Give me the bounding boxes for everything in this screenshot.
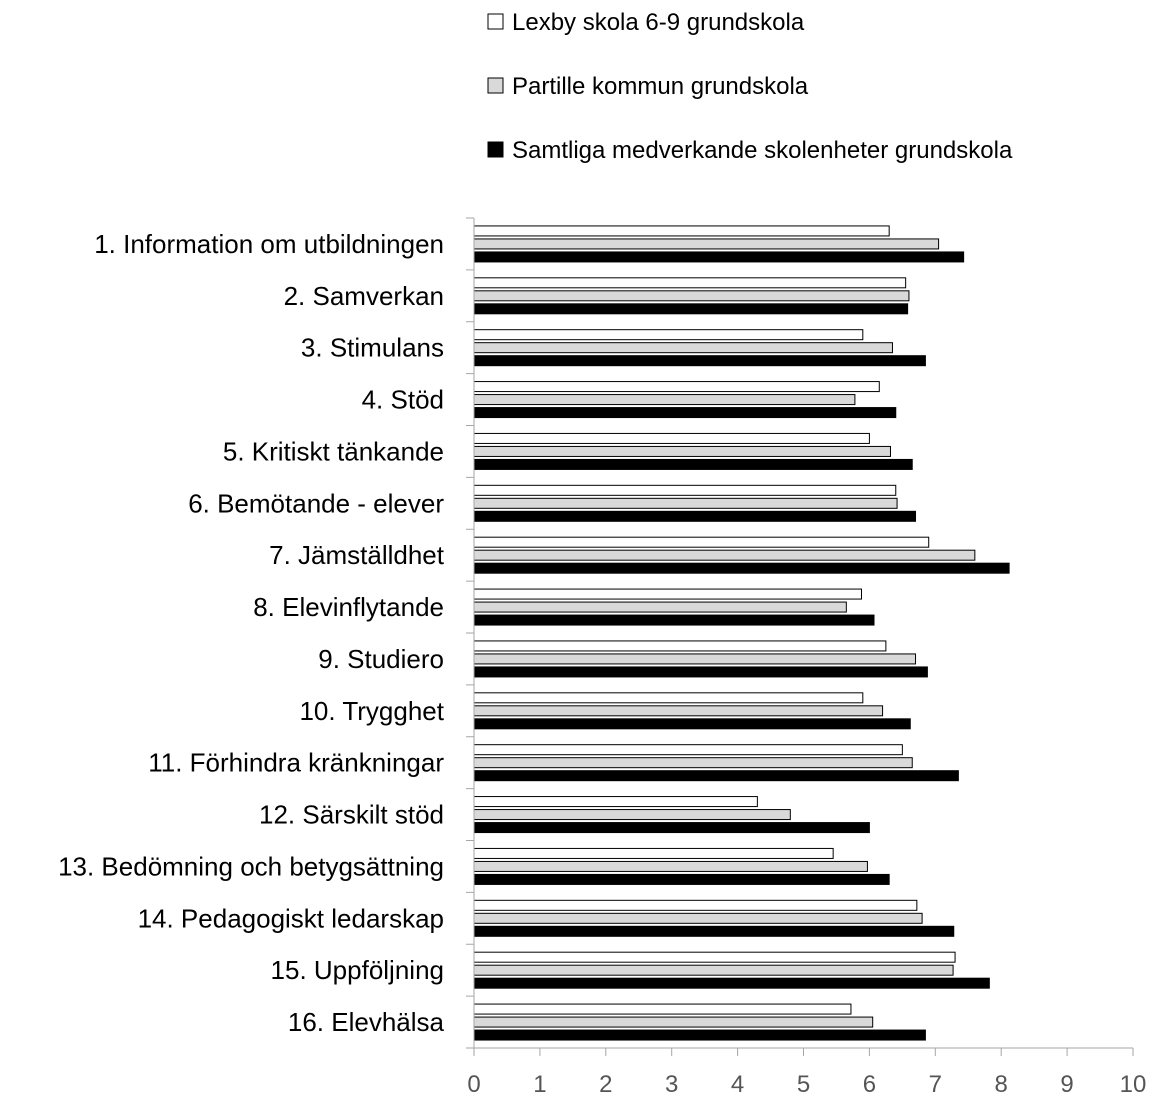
bar-5-kritiskt-t-nkande-series-3 xyxy=(473,458,913,470)
bar-4-st-d-series-2 xyxy=(473,394,856,406)
x-tick-label-2: 2 xyxy=(599,1071,612,1098)
category-label-14: 14. Pedagogiskt ledarskap xyxy=(138,903,444,933)
bar-10-trygghet-series-3 xyxy=(473,718,911,730)
bar-12-s-rskilt-st-d-series-3 xyxy=(473,822,870,834)
bar-9-studiero-series-2 xyxy=(473,653,917,665)
x-tick-label-4: 4 xyxy=(731,1071,744,1098)
bar-8-elevinflytande-series-1 xyxy=(473,588,862,600)
bar-1-information-om-utbildningen-series-1 xyxy=(473,225,890,237)
category-label-3: 3. Stimulans xyxy=(301,333,444,363)
bar-3-stimulans-series-1 xyxy=(473,329,864,341)
bar-2-samverkan-series-1 xyxy=(473,277,907,289)
category-label-11: 11. Förhindra kränkningar xyxy=(148,748,444,778)
legend-label-1: Lexby skola 6-9 grundskola xyxy=(512,9,805,36)
bar-13-bed-mning-och-betygs-ttning-series-2 xyxy=(473,860,868,872)
category-label-2: 2. Samverkan xyxy=(284,281,444,311)
x-tick-label-0: 0 xyxy=(467,1071,480,1098)
bar-14-pedagogiskt-ledarskap-series-1 xyxy=(473,899,918,911)
category-label-10: 10. Trygghet xyxy=(299,696,444,726)
bar-7-j-mst-lldhet-series-1 xyxy=(473,536,930,548)
bars xyxy=(473,225,1010,1041)
x-tick-label-9: 9 xyxy=(1060,1071,1073,1098)
bar-15-uppf-ljning-series-2 xyxy=(473,964,954,976)
x-tick-label-10: 10 xyxy=(1120,1071,1147,1098)
bar-13-bed-mning-och-betygs-ttning-series-1 xyxy=(473,847,834,859)
legend-swatch-3 xyxy=(487,141,504,158)
bar-16-elevh-lsa-series-2 xyxy=(473,1016,874,1028)
x-tick-label-1: 1 xyxy=(533,1071,546,1098)
bar-1-information-om-utbildningen-series-2 xyxy=(473,238,940,250)
bar-3-stimulans-series-3 xyxy=(473,355,926,367)
category-label-4: 4. Stöd xyxy=(362,385,444,415)
bar-9-studiero-series-1 xyxy=(473,640,887,652)
category-labels: 1. Information om utbildningen 2. Samverk… xyxy=(58,229,445,1037)
axes: 0 1 2 3 4 5 6 7 8 9 10 xyxy=(466,217,1147,1098)
category-label-5: 5. Kritiskt tänkande xyxy=(223,436,444,466)
bar-12-s-rskilt-st-d-series-1 xyxy=(473,796,758,808)
bar-11-f-rhindra-kr-nkningar-series-1 xyxy=(473,744,903,756)
bar-5-kritiskt-t-nkande-series-1 xyxy=(473,432,870,444)
bar-7-j-mst-lldhet-series-3 xyxy=(473,562,1010,574)
bar-6-bem-tande-elever-series-3 xyxy=(473,510,917,522)
bar-4-st-d-series-3 xyxy=(473,407,897,419)
bar-7-j-mst-lldhet-series-2 xyxy=(473,549,976,561)
bar-11-f-rhindra-kr-nkningar-series-2 xyxy=(473,757,913,769)
bar-16-elevh-lsa-series-1 xyxy=(473,1003,852,1015)
category-label-9: 9. Studiero xyxy=(318,644,444,674)
bar-10-trygghet-series-1 xyxy=(473,692,864,704)
bar-13-bed-mning-och-betygs-ttning-series-3 xyxy=(473,873,890,885)
legend-swatch-1 xyxy=(487,13,504,30)
category-label-7: 7. Jämställdhet xyxy=(269,540,445,570)
bar-8-elevinflytande-series-3 xyxy=(473,614,875,626)
bar-1-information-om-utbildningen-series-3 xyxy=(473,251,965,263)
x-tick-label-5: 5 xyxy=(797,1071,810,1098)
category-label-8: 8. Elevinflytande xyxy=(253,592,444,622)
bar-14-pedagogiskt-ledarskap-series-2 xyxy=(473,912,923,924)
bar-12-s-rskilt-st-d-series-2 xyxy=(473,809,791,821)
bar-15-uppf-ljning-series-3 xyxy=(473,977,990,989)
bar-3-stimulans-series-2 xyxy=(473,342,893,354)
x-tick-label-8: 8 xyxy=(995,1071,1008,1098)
category-label-6: 6. Bemötande - elever xyxy=(188,488,444,518)
bar-2-samverkan-series-3 xyxy=(473,303,909,315)
x-tick-label-3: 3 xyxy=(665,1071,678,1098)
bar-6-bem-tande-elever-series-1 xyxy=(473,484,897,496)
bar-6-bem-tande-elever-series-2 xyxy=(473,497,898,509)
bar-9-studiero-series-3 xyxy=(473,666,928,678)
legend-label-2: Partille kommun grundskola xyxy=(512,73,809,100)
bar-8-elevinflytande-series-2 xyxy=(473,601,847,613)
category-label-16: 16. Elevhälsa xyxy=(288,1007,445,1037)
bar-11-f-rhindra-kr-nkningar-series-3 xyxy=(473,770,959,782)
legend-label-3: Samtliga medverkande skolenheter grundsk… xyxy=(512,137,1013,164)
category-label-15: 15. Uppföljning xyxy=(271,955,444,985)
legend-swatch-2 xyxy=(487,77,504,94)
bar-15-uppf-ljning-series-1 xyxy=(473,951,956,963)
category-label-13: 13. Bedömning och betygsättning xyxy=(58,851,444,881)
bar-4-st-d-series-1 xyxy=(473,381,880,393)
category-label-1: 1. Information om utbildningen xyxy=(94,229,444,259)
bar-5-kritiskt-t-nkande-series-2 xyxy=(473,445,891,457)
bar-10-trygghet-series-2 xyxy=(473,705,884,717)
bar-14-pedagogiskt-ledarskap-series-3 xyxy=(473,925,955,937)
bar-2-samverkan-series-2 xyxy=(473,290,910,302)
bar-16-elevh-lsa-series-3 xyxy=(473,1029,926,1041)
x-tick-label-7: 7 xyxy=(929,1071,942,1098)
legend: Lexby skola 6-9 grundskola Partille kommu… xyxy=(487,9,1013,164)
category-label-12: 12. Särskilt stöd xyxy=(259,800,444,830)
x-tick-label-6: 6 xyxy=(863,1071,876,1098)
